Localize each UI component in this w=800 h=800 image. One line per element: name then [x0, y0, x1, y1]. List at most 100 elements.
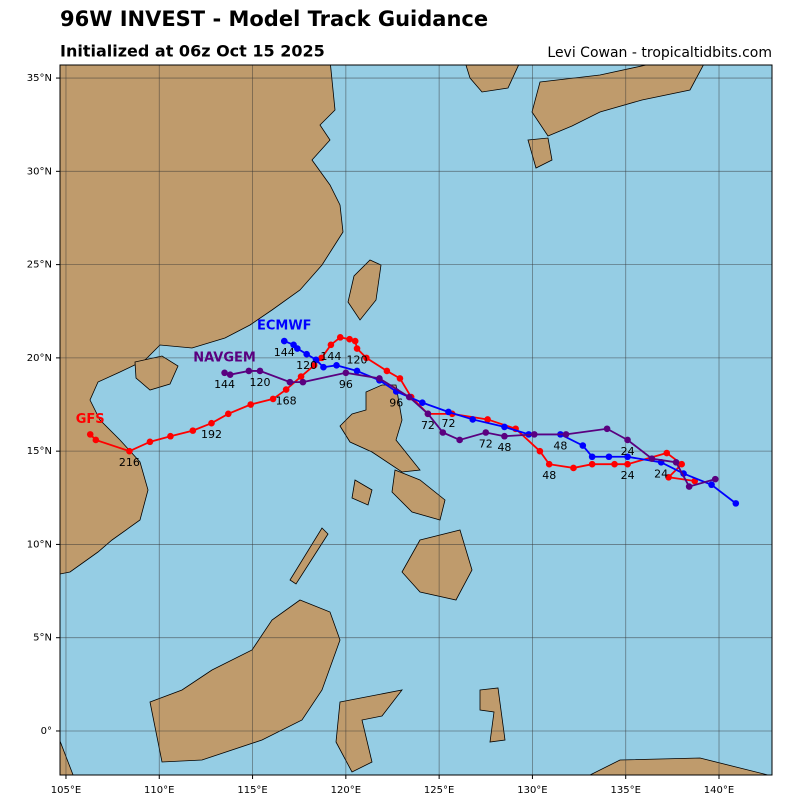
track-point [439, 429, 447, 436]
chart-title: 96W INVEST - Model Track Guidance [60, 7, 488, 31]
track-point [320, 363, 327, 371]
track-point [318, 354, 325, 362]
track-point [245, 367, 253, 375]
track-point [663, 449, 671, 457]
x-tick-label: 115°E [237, 785, 267, 796]
y-tick-label: 35°N [27, 73, 52, 84]
track-point [86, 431, 94, 438]
track-point [92, 436, 100, 444]
track-point [603, 425, 611, 433]
track-point [445, 408, 452, 416]
hour-label: 120 [250, 376, 271, 389]
track-point [672, 459, 680, 466]
track-point [208, 419, 215, 427]
track-point [624, 460, 631, 468]
model-label: NAVGEM [193, 350, 256, 365]
y-tick-label: 0° [41, 726, 52, 737]
track-line [224, 370, 716, 488]
x-tick-label: 120°E [331, 785, 361, 796]
hour-label: 144 [320, 350, 341, 363]
track-point [648, 455, 656, 462]
track-point [588, 460, 596, 468]
y-tick-label: 15°N [27, 446, 52, 457]
hour-label: 96 [389, 396, 403, 409]
hour-label: 192 [201, 428, 222, 441]
hour-label: 144 [214, 378, 235, 391]
track-point [611, 460, 618, 468]
track-point [501, 432, 508, 440]
track-point [588, 453, 596, 461]
track-point [290, 341, 297, 349]
x-tick-label: 135°E [611, 785, 641, 796]
track-point [189, 427, 197, 434]
track-point [303, 350, 310, 358]
track-point [282, 386, 290, 393]
grid-layer [60, 65, 772, 775]
track-point [280, 337, 288, 345]
track-point [346, 335, 353, 343]
x-tick-label: 130°E [517, 785, 547, 796]
track-point [624, 436, 631, 444]
track-point [711, 475, 719, 483]
credit: Levi Cowan - tropicaltidbits.com [547, 45, 772, 61]
track-point [424, 410, 432, 418]
y-tick-label: 10°N [27, 539, 52, 550]
track-point [482, 429, 490, 436]
track-point [484, 416, 491, 423]
track-point [297, 373, 305, 380]
y-tick-label: 5°N [33, 633, 52, 644]
y-tick-label: 25°N [27, 260, 52, 271]
track-point [405, 393, 413, 401]
hour-label: 24 [621, 469, 635, 482]
track-point [685, 483, 693, 490]
track-point [708, 481, 715, 489]
track-point [299, 378, 307, 386]
hour-label: 72 [441, 417, 455, 430]
track-point [536, 447, 544, 455]
hour-label: 24 [621, 445, 635, 458]
track-point [562, 431, 570, 438]
hour-label: 72 [479, 437, 493, 450]
track-point [353, 345, 361, 352]
track-point [256, 367, 264, 375]
track-point [221, 369, 228, 377]
track-point [419, 399, 426, 406]
model-label: GFS [76, 412, 105, 427]
track-point [383, 367, 391, 375]
track-point [545, 460, 553, 468]
track-point [224, 410, 232, 418]
x-tick-label: 105°E [51, 785, 81, 796]
hour-label: 72 [421, 419, 435, 432]
x-tick-label: 140°E [704, 785, 734, 796]
x-tick-label: 110°E [144, 785, 174, 796]
model-label: ECMWF [257, 319, 312, 334]
track-point [732, 500, 740, 507]
track-point [624, 453, 631, 461]
track-point [376, 375, 383, 382]
track-point [469, 416, 477, 423]
track-layer: 244872120144168192216GFS24487296120144EC… [76, 319, 740, 507]
track-point [310, 362, 318, 369]
track-point [530, 431, 538, 438]
track-point [126, 447, 133, 455]
track-point [605, 453, 613, 461]
track-point [501, 423, 508, 431]
hour-label: 48 [553, 439, 567, 452]
track-point [678, 460, 685, 468]
track-point [665, 473, 672, 481]
track-point [351, 337, 359, 345]
hour-label: 120 [347, 354, 368, 367]
track-point [312, 356, 320, 364]
track-point [342, 369, 350, 377]
hour-label: 24 [654, 467, 668, 480]
map-frame [59, 64, 773, 776]
chart-subtitle: Initialized at 06z Oct 15 2025 [60, 42, 325, 61]
track-point [333, 362, 340, 369]
track-point [570, 464, 577, 472]
hour-label: 216 [119, 456, 140, 469]
hour-label: 96 [339, 378, 353, 391]
hour-label: 48 [542, 469, 556, 482]
track-point [396, 375, 404, 382]
track-point [269, 395, 277, 403]
